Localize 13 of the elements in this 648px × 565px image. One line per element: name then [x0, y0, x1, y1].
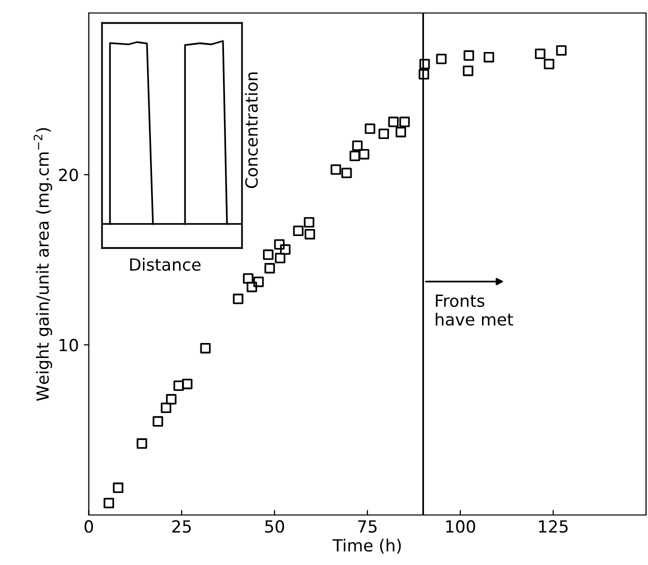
x-tick-label: 100 — [446, 520, 476, 533]
annotation: Distance — [130, 258, 201, 271]
y-tick-label: 10 — [60, 338, 78, 352]
x-tick-label: 0 — [84, 520, 93, 533]
x-tick-label: 75 — [358, 520, 377, 533]
y-axis-title: Weight gain/unit area (mg.cm$^{−2}$) — [34, 128, 52, 401]
ref-line-label: Fronts have met — [436, 294, 514, 326]
x-tick-label: 25 — [172, 520, 191, 533]
x-tick-label: 125 — [539, 520, 568, 533]
y-tick-label: 20 — [59, 168, 78, 182]
x-axis-title: Time (h) — [332, 538, 401, 554]
x-tick-label: 50 — [265, 520, 284, 533]
annotation: Concentration — [244, 72, 258, 188]
